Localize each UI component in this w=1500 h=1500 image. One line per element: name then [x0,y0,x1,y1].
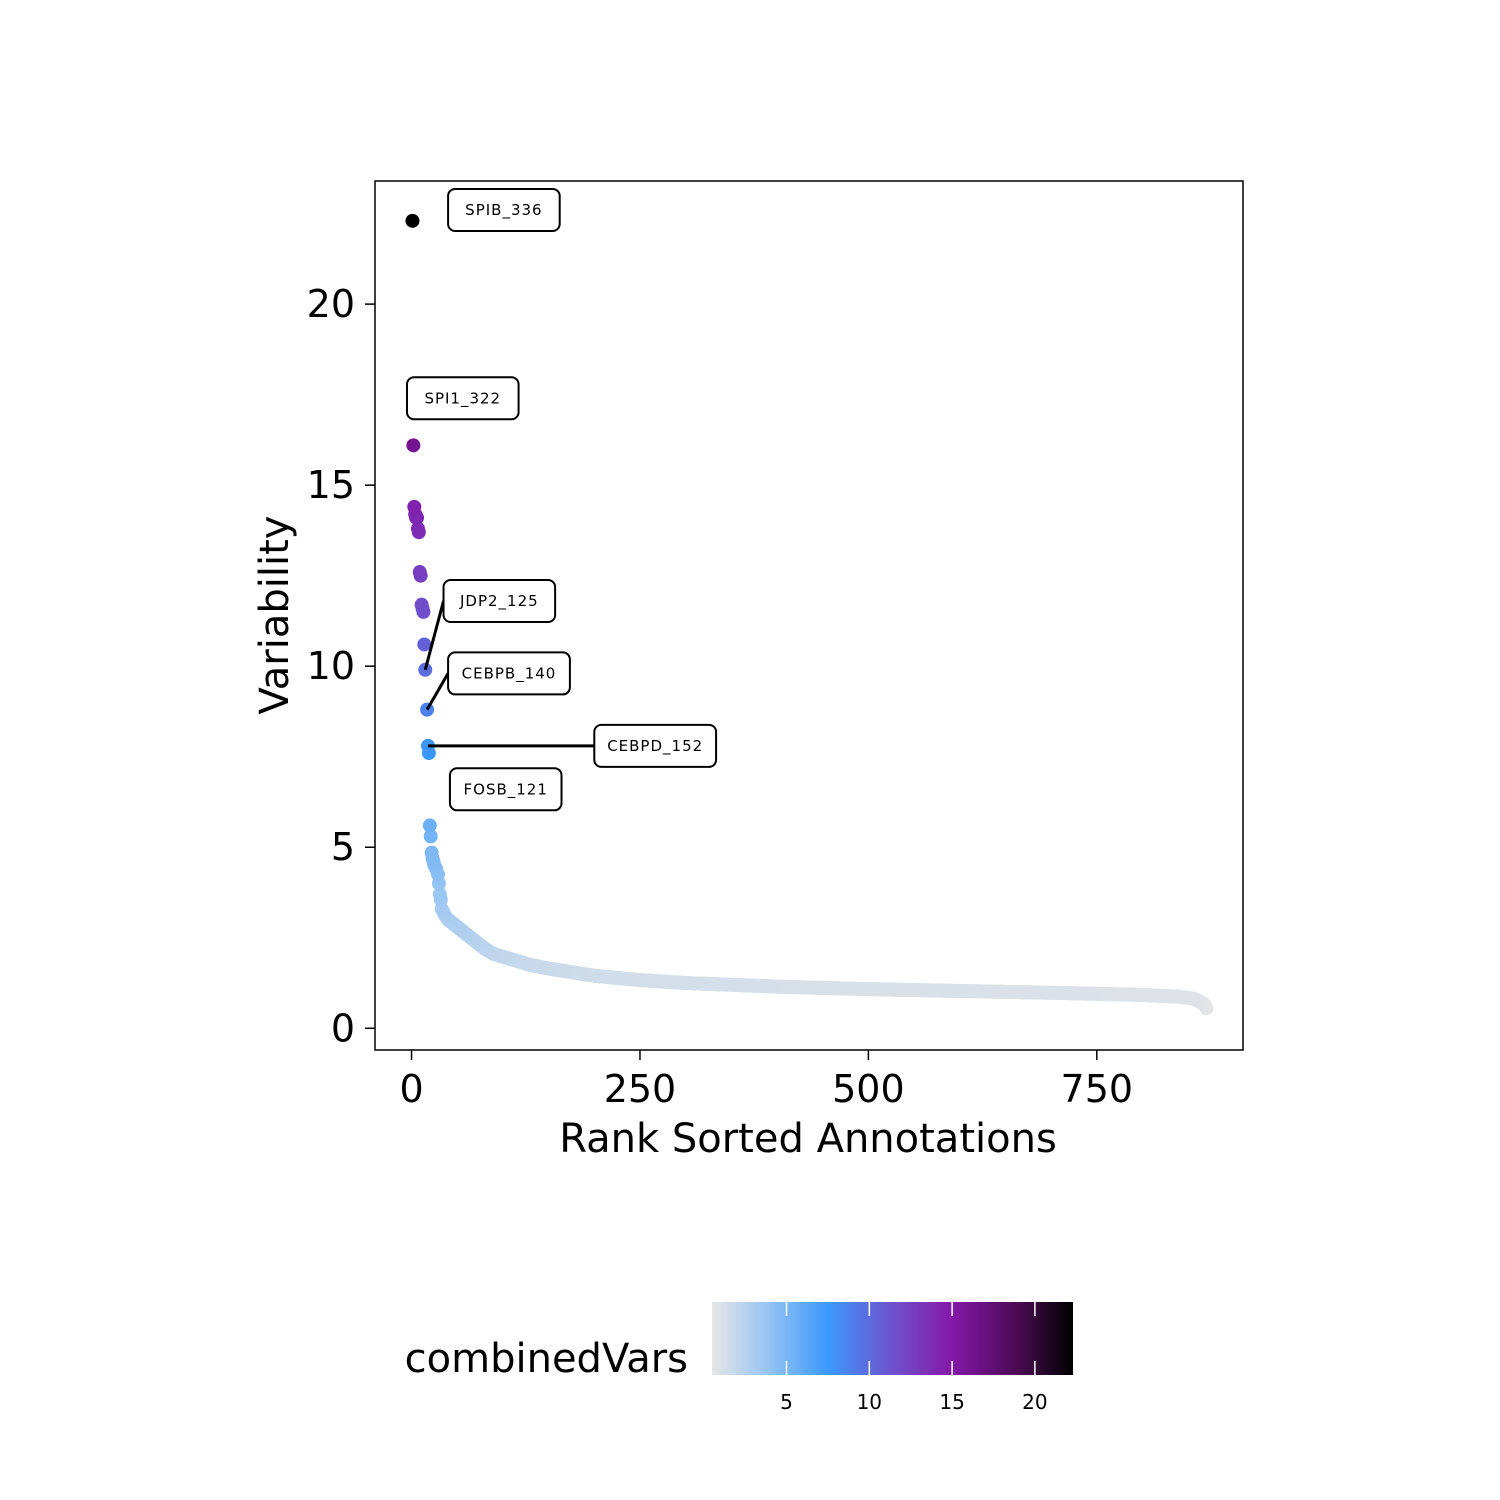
x-tick-label: 750 [1061,1067,1134,1111]
y-tick-label: 20 [307,282,355,326]
annotation-box [447,187,561,232]
data-point [432,887,447,902]
x-axis-title: Rank Sorted Annotations [559,1116,1057,1162]
data-point [423,829,438,844]
annotation-cebpd-152: CEBPD_152 [593,723,718,768]
annotation-box [448,767,563,812]
annotation-spib-336: SPIB_336 [447,187,561,232]
annotation-leader-line [425,672,450,711]
data-point [417,637,432,652]
data-point [422,818,437,833]
annotation-leaders [423,600,595,748]
data-point [406,438,421,453]
colorbar-tick-label: 20 [1022,1390,1047,1414]
annotation-labels: SPIB_336 SPI1_322 JDP2_125 CEBPB_140 CEBPD_1… [405,187,718,812]
annotation-spi1-322: SPI1_322 [405,376,520,421]
annotation-text: SPI1_322 [424,389,501,408]
annotation-text: JDP2_125 [459,592,539,611]
y-axis-title: Variability [252,516,298,715]
y-tick-label: 5 [331,825,355,869]
annotation-text: FOSB_121 [464,780,548,799]
annotation-box [405,376,520,421]
colorbar-ticks: 5 10 15 20 [780,1302,1048,1414]
colorbar-tick-label: 5 [780,1390,793,1414]
x-tick-label: 0 [399,1067,423,1111]
x-tick-label: 250 [604,1067,677,1111]
annotation-leader-line [423,600,445,671]
annotation-text: CEBPB_140 [462,664,557,683]
colorbar-tick-label: 10 [857,1390,882,1414]
annotation-box [442,579,557,624]
y-tick-label: 0 [331,1006,355,1050]
annotation-fosb-121: FOSB_121 [448,767,563,812]
colorbar [712,1302,1073,1375]
data-point [410,521,425,536]
data-point [424,845,439,860]
color-legend: combinedVars 5 10 15 20 [405,1302,1073,1414]
y-tick-label: 15 [307,463,355,507]
data-point [414,597,429,612]
legend-title: combinedVars [405,1336,688,1382]
annotation-box [447,651,571,696]
x-tick-label: 500 [832,1067,905,1111]
data-point [407,499,422,514]
points-layer [405,213,1214,1016]
annotation-text: CEBPD_152 [607,737,703,756]
annotation-box [593,723,718,768]
annotation-cebpb-140: CEBPB_140 [447,651,571,696]
data-point [420,738,435,753]
data-point [405,213,420,228]
plot-frame [374,180,1244,1051]
colorbar-tick-label: 15 [939,1390,964,1414]
data-point [412,565,427,580]
annotation-jdp2-125: JDP2_125 [442,579,557,624]
y-tick-label: 10 [307,644,355,688]
x-axis: 0 250 500 750 [399,1050,1133,1111]
y-axis: 0 5 10 15 20 [307,282,375,1050]
annotation-text: SPIB_336 [465,201,542,220]
